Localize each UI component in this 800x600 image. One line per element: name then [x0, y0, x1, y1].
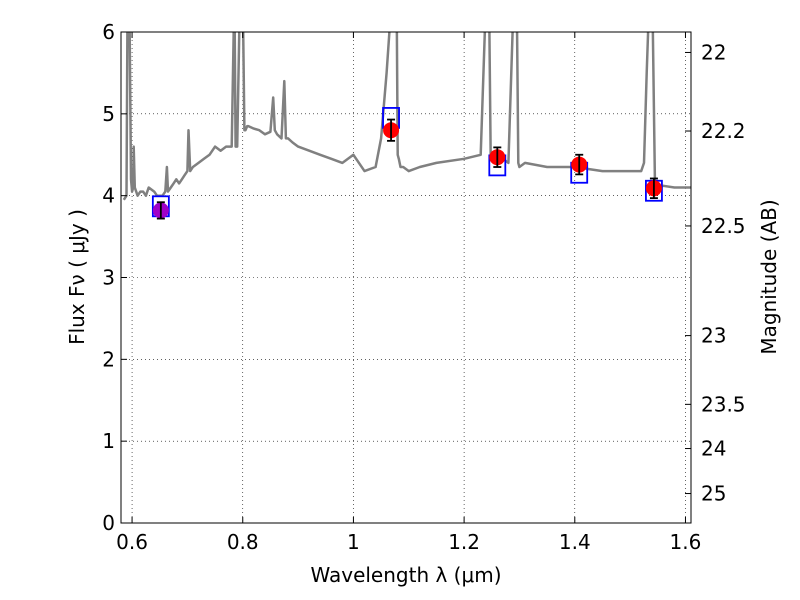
x-tick-label: 1.6 [670, 530, 702, 554]
y-tick-label: 2 [102, 347, 115, 371]
y-tick-label: 3 [102, 266, 115, 290]
axes: 0.6 0.8 1 1.2 1.4 1.601234562222.222.52323.52… [102, 20, 745, 554]
x-tick-label: 1.4 [559, 530, 591, 554]
x-tick-label: 1 [347, 530, 360, 554]
y-tick-label: 5 [102, 102, 115, 126]
y2-tick-label: 23 [701, 324, 726, 348]
y-axis-label: Flux Fν ( μJy ) [65, 209, 89, 345]
spectrum-line [122, 32, 691, 201]
y-tick-label: 6 [102, 20, 115, 44]
y2-tick-label: 25 [701, 482, 726, 506]
x-tick-label: 1.2 [448, 530, 480, 554]
y2-tick-label: 23.5 [701, 392, 746, 416]
x-tick-label: 0.8 [227, 530, 259, 554]
y-tick-label: 4 [102, 184, 115, 208]
y2-tick-label: 22 [701, 40, 726, 64]
y2-tick-label: 24 [701, 437, 726, 461]
y2-tick-label: 22.5 [701, 214, 746, 238]
y-tick-label: 0 [102, 511, 115, 535]
x-tick-label: 0.6 [116, 530, 148, 554]
y2-tick-label: 22.2 [701, 119, 746, 143]
y2-axis-label: Magnitude (AB) [757, 199, 781, 354]
x-axis-label: Wavelength λ (μm) [310, 563, 501, 587]
y-tick-label: 1 [102, 429, 115, 453]
plot-content [122, 32, 691, 220]
